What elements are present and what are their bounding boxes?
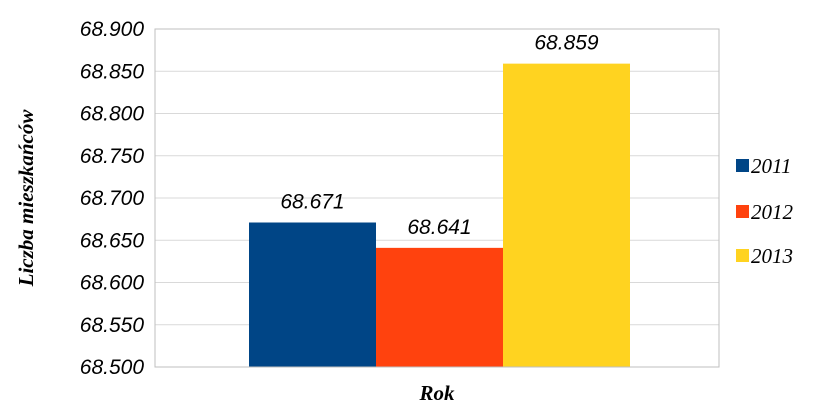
data-labels: 68.671 68.641 68.859: [280, 32, 599, 239]
y-tick-label: 68.700: [80, 187, 145, 210]
data-label-2012: 68.641: [407, 216, 471, 239]
y-tick-label: 68.600: [80, 272, 145, 295]
y-tick-label: 68.550: [80, 314, 145, 337]
bar-2011: [249, 222, 376, 367]
y-tick-label: 68.900: [80, 18, 145, 41]
bar-2012: [376, 247, 503, 367]
data-label-2013: 68.859: [534, 32, 599, 55]
legend-label-2012: 2012: [751, 200, 794, 224]
y-axis-title: Liczba mieszkańców: [14, 109, 38, 288]
y-tick-label: 68.800: [80, 103, 145, 126]
legend-swatch-2013: [736, 249, 749, 262]
legend-label-2013: 2013: [751, 244, 793, 268]
y-tick-label: 68.750: [80, 145, 145, 168]
y-axis-tick-labels: 68.500 68.550 68.600 68.650 68.700 68.750 68.8…: [80, 18, 145, 379]
x-axis-title: Rok: [418, 381, 455, 405]
legend-swatch-2011: [736, 159, 749, 172]
legend-swatch-2012: [736, 205, 749, 218]
bars: [249, 63, 630, 368]
legend-label-2011: 2011: [751, 154, 791, 178]
y-tick-label: 68.850: [80, 60, 145, 83]
bar-2013: [503, 63, 630, 368]
data-label-2011: 68.671: [280, 191, 344, 214]
y-tick-label: 68.500: [80, 356, 145, 379]
y-tick-label: 68.650: [80, 229, 145, 252]
legend: 2011 2012 2013: [736, 154, 794, 268]
plot-area: [154, 28, 720, 368]
